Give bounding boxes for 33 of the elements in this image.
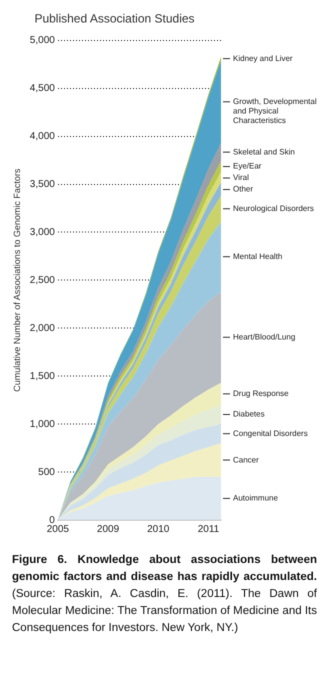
series-label: Viral <box>233 173 250 182</box>
series-label: Other <box>233 184 254 194</box>
y-tick-label: 3,000 <box>30 226 56 238</box>
series-label: Growth, Developmental and Physical Characteristics <box>233 96 317 125</box>
series-label: Mental Health <box>233 252 282 261</box>
series-label: Diabetes <box>233 410 265 419</box>
series-label: Kidney and Liver <box>233 54 293 63</box>
series-label: Skeletal and Skin <box>233 147 295 156</box>
y-tick-label: 3,500 <box>30 179 56 190</box>
y-tick-label: 0 <box>49 514 56 526</box>
series-label: Heart/Blood/Lung <box>233 332 296 342</box>
series-label: Neurological Disorders <box>233 204 314 213</box>
series-label: Cancer <box>233 455 260 464</box>
y-axis-title: Cumulative Number of Associations to Genomic Factors <box>12 168 22 392</box>
x-tick-label: 2009 <box>96 524 120 535</box>
y-tick-label: 1,000 <box>30 418 56 430</box>
x-tick-label: 2011 <box>198 524 220 535</box>
series-label: Congenital Disorders <box>233 428 308 438</box>
series-label: Drug Response <box>233 389 290 398</box>
text: (Source: Raskin, A. Casdin, E. (2011). The Dawn of Molecular Medicine: The Transformation of Medicine and Its Consequences for Investors. New York, NY.) <box>12 588 317 634</box>
y-tick-label: 5,000 <box>30 35 56 46</box>
y-tick-label: 4,500 <box>30 83 56 94</box>
x-tick-label: 2010 <box>147 524 170 535</box>
series-label: Autoimmune <box>233 494 278 503</box>
y-tick-label: 500 <box>38 466 56 478</box>
series-label: Eye/Ear <box>233 162 262 171</box>
y-tick-label: 4,000 <box>30 131 56 142</box>
x-tick-label: 2005 <box>46 524 70 535</box>
caption: Figure 6. Knowledge about associations between genomic factors and disease has rapidly accumulated. <box>12 554 317 583</box>
y-tick-label: 1,500 <box>30 370 56 382</box>
y-tick-label: 2,500 <box>30 274 56 286</box>
chart-title: Published Association Studies <box>34 12 195 26</box>
y-tick-label: 2,000 <box>30 322 56 334</box>
